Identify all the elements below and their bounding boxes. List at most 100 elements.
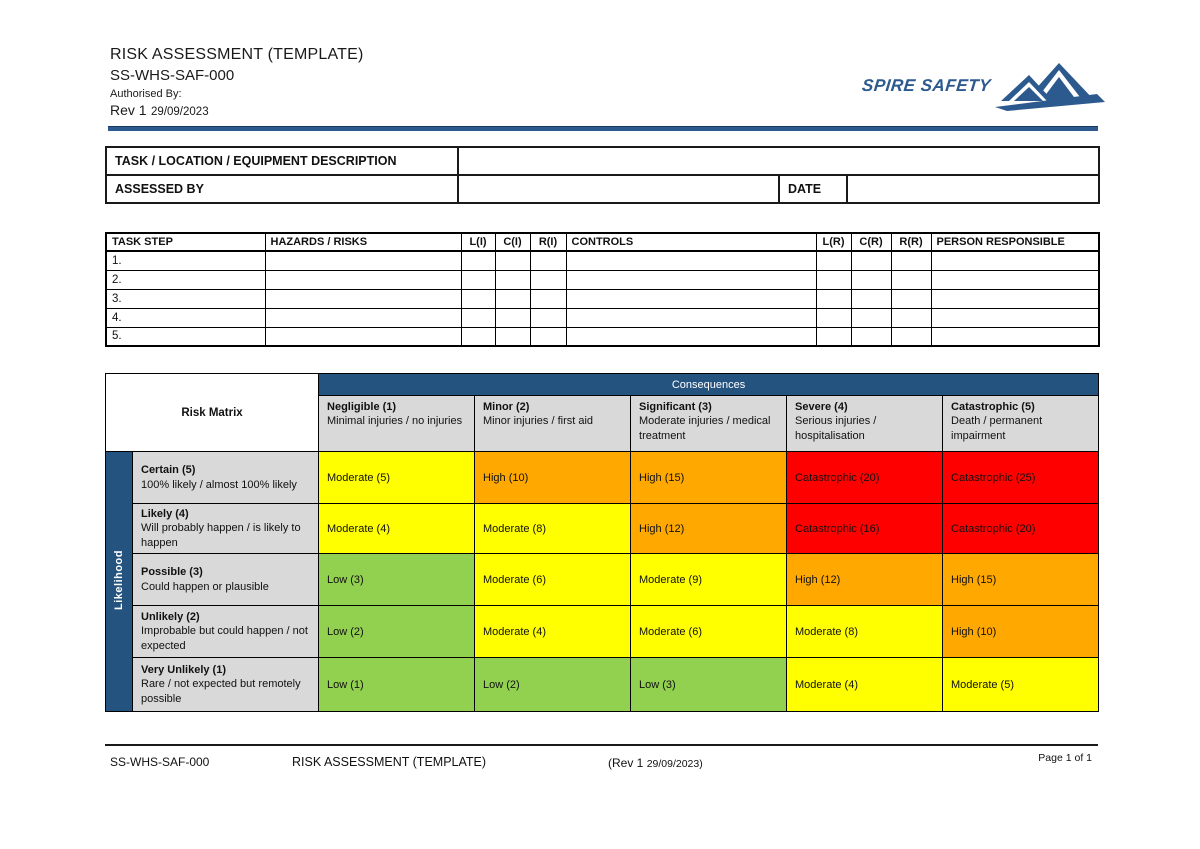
risk-cell: Catastrophic (20)	[942, 503, 1100, 554]
task-cell[interactable]	[494, 307, 531, 328]
likelihood-header-possible: Possible (3) Could happen or plausible	[131, 553, 320, 606]
task-cell[interactable]	[890, 269, 932, 290]
task-cell[interactable]	[930, 288, 1100, 309]
table-row: ASSESSED BY DATE	[105, 174, 1100, 204]
likelihood-title: Likely (4)	[141, 508, 189, 521]
task-cell[interactable]	[264, 326, 462, 347]
table-row: 3.	[105, 288, 1100, 309]
col-header-l-r: L(R)	[815, 232, 852, 252]
task-cell[interactable]	[565, 269, 817, 290]
likelihood-desc: Improbable but could happen / not expect…	[141, 625, 308, 652]
row-number: 1.	[105, 250, 266, 271]
task-cell[interactable]	[890, 326, 932, 347]
risk-cell: Moderate (6)	[474, 553, 632, 606]
risk-cell: Catastrophic (16)	[786, 503, 944, 554]
consequences-band: Consequences	[318, 373, 1100, 396]
risk-cell: Moderate (4)	[318, 503, 476, 554]
task-cell[interactable]	[494, 326, 531, 347]
col-header-l-i: L(I)	[460, 232, 496, 252]
footer-revision: (Rev 1 29/09/2023)	[608, 756, 703, 770]
likelihood-header-certain: Certain (5) 100% likely / almost 100% li…	[131, 451, 320, 504]
task-cell[interactable]	[815, 326, 852, 347]
task-cell[interactable]	[890, 250, 932, 271]
task-cell[interactable]	[264, 288, 462, 309]
likelihood-title: Unlikely (2)	[141, 611, 200, 624]
task-cell[interactable]	[460, 288, 496, 309]
task-cell[interactable]	[565, 250, 817, 271]
date-label: DATE	[778, 174, 848, 204]
task-cell[interactable]	[815, 288, 852, 309]
task-cell[interactable]	[529, 326, 567, 347]
task-cell[interactable]	[494, 269, 531, 290]
consequence-header-significant: Significant (3) Moderate injuries / medi…	[630, 395, 788, 452]
task-description-field[interactable]	[457, 146, 1100, 176]
task-cell[interactable]	[815, 307, 852, 328]
task-cell[interactable]	[529, 250, 567, 271]
risk-cell: High (10)	[942, 605, 1100, 658]
risk-cell: Moderate (9)	[630, 553, 788, 606]
task-cell[interactable]	[565, 307, 817, 328]
col-header-c-i: C(I)	[494, 232, 531, 252]
risk-cell: High (15)	[630, 451, 788, 504]
task-cell[interactable]	[850, 288, 892, 309]
revision-number: Rev 1	[110, 102, 147, 118]
authorised-by-label: Authorised By:	[110, 88, 182, 100]
assessed-by-field[interactable]	[457, 174, 780, 204]
task-cell[interactable]	[930, 326, 1100, 347]
task-cell[interactable]	[460, 269, 496, 290]
task-cell[interactable]	[850, 326, 892, 347]
task-cell[interactable]	[930, 250, 1100, 271]
table-header-row: TASK STEP HAZARDS / RISKS L(I) C(I) R(I)…	[105, 232, 1100, 252]
mountain-logo-icon	[994, 63, 1105, 111]
logo-text: SPIRE SAFETY	[861, 76, 992, 95]
task-cell[interactable]	[264, 250, 462, 271]
task-cell[interactable]	[850, 307, 892, 328]
consequence-desc: Minor injuries / first aid	[483, 415, 594, 428]
task-cell[interactable]	[930, 307, 1100, 328]
task-cell[interactable]	[890, 307, 932, 328]
consequence-desc: Moderate injuries / medical treatment	[639, 415, 771, 442]
col-header-controls: CONTROLS	[565, 232, 817, 252]
risk-cell: Moderate (5)	[942, 657, 1100, 712]
likelihood-title: Certain (5)	[141, 464, 196, 477]
document-code: SS-WHS-SAF-000	[110, 67, 235, 84]
table-row: 1.	[105, 250, 1100, 271]
task-cell[interactable]	[494, 250, 531, 271]
risk-cell: Moderate (5)	[318, 451, 476, 504]
likelihood-desc: Will probably happen / is likely to happ…	[141, 522, 301, 549]
risk-cell: High (12)	[786, 553, 944, 606]
likelihood-desc: 100% likely / almost 100% likely	[141, 478, 297, 491]
task-cell[interactable]	[930, 269, 1100, 290]
task-cell[interactable]	[815, 269, 852, 290]
task-cell[interactable]	[850, 269, 892, 290]
document-title: RISK ASSESSMENT (TEMPLATE)	[110, 46, 364, 63]
risk-cell: Low (2)	[318, 605, 476, 658]
date-field[interactable]	[846, 174, 1100, 204]
task-cell[interactable]	[529, 269, 567, 290]
task-cell[interactable]	[460, 307, 496, 328]
task-cell[interactable]	[264, 307, 462, 328]
task-cell[interactable]	[850, 250, 892, 271]
table-row: 5.	[105, 326, 1100, 347]
task-cell[interactable]	[565, 326, 817, 347]
footer-title: RISK ASSESSMENT (TEMPLATE)	[292, 755, 487, 769]
task-cell[interactable]	[460, 326, 496, 347]
footer-rev-prefix: (Rev 1	[608, 756, 644, 770]
task-cell[interactable]	[815, 250, 852, 271]
task-cell[interactable]	[460, 250, 496, 271]
row-number: 5.	[105, 326, 266, 347]
col-header-hazards-risks: HAZARDS / RISKS	[264, 232, 462, 252]
task-cell[interactable]	[264, 269, 462, 290]
task-cell[interactable]	[494, 288, 531, 309]
task-cell[interactable]	[529, 307, 567, 328]
task-cell[interactable]	[529, 288, 567, 309]
risk-cell: High (10)	[474, 451, 632, 504]
col-header-r-r: R(R)	[890, 232, 932, 252]
revision-line: Rev 1 29/09/2023	[110, 102, 364, 120]
task-cell[interactable]	[565, 288, 817, 309]
table-row: Likely (4) Will probably happen / is lik…	[106, 503, 1100, 554]
task-steps-table: TASK STEP HAZARDS / RISKS L(I) C(I) R(I)…	[105, 232, 1100, 347]
task-cell[interactable]	[890, 288, 932, 309]
likelihood-title: Possible (3)	[141, 566, 203, 579]
